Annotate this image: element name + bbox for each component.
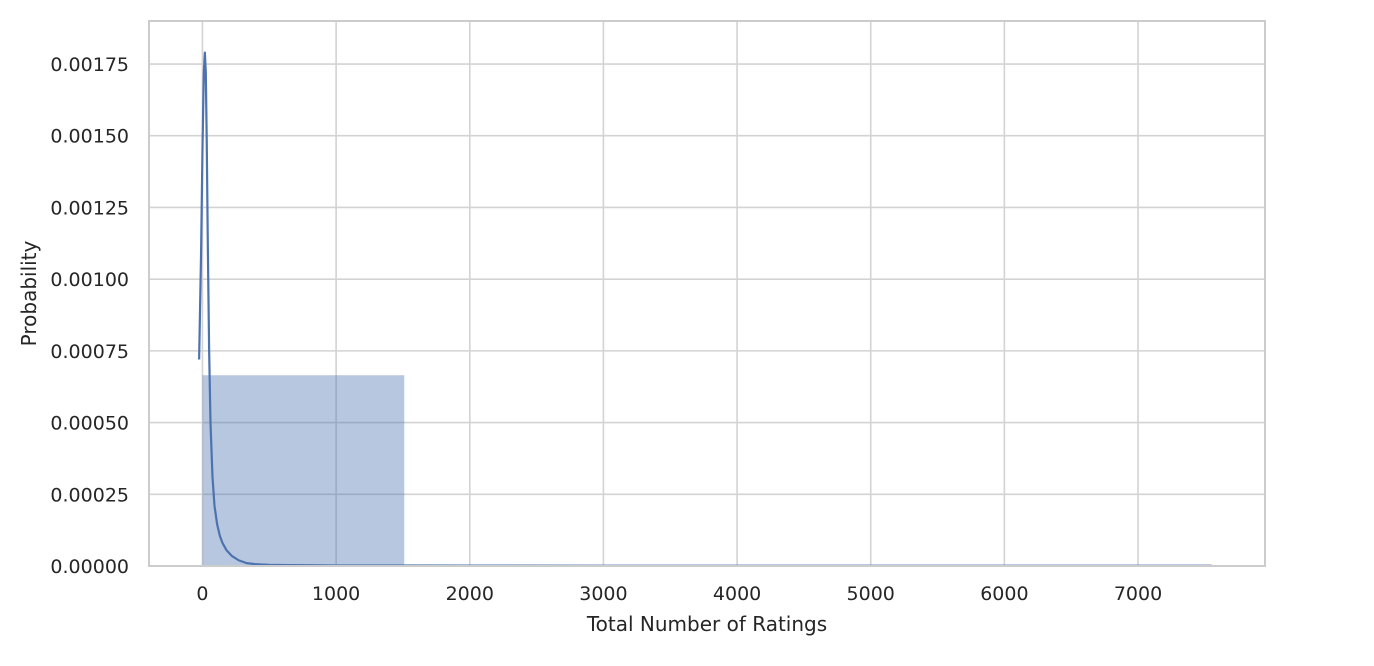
y-axis-label: Probability [17, 240, 41, 346]
x-tick-labels: 0 1000 2000 3000 4000 5000 6000 7000 [196, 583, 1162, 605]
x-tick-label: 1000 [312, 583, 360, 605]
x-tick-label: 2000 [446, 583, 494, 605]
y-tick-label: 0.00100 [50, 269, 129, 291]
y-tick-label: 0.00125 [50, 197, 129, 219]
x-tick-label: 7000 [1114, 583, 1162, 605]
plot-frame [148, 20, 1266, 567]
y-tick-labels: 0.00000 0.00025 0.00050 0.00075 0.00100 0.001… [50, 54, 129, 578]
x-tick-label: 6000 [980, 583, 1028, 605]
histogram-bars [202, 375, 1212, 566]
x-tick-label: 3000 [579, 583, 627, 605]
histogram-bar [202, 375, 405, 566]
grid [149, 21, 1265, 567]
x-tick-label: 5000 [847, 583, 895, 605]
x-tick-label: 0 [196, 583, 208, 605]
y-tick-label: 0.00075 [50, 341, 129, 363]
y-tick-label: 0.00025 [50, 484, 129, 506]
y-tick-label: 0.00000 [50, 556, 129, 578]
x-tick-label: 4000 [713, 583, 761, 605]
x-axis-label: Total Number of Ratings [586, 612, 827, 636]
y-tick-label: 0.00050 [50, 413, 129, 435]
y-tick-label: 0.00150 [50, 126, 129, 148]
y-tick-label: 0.00175 [50, 54, 129, 76]
